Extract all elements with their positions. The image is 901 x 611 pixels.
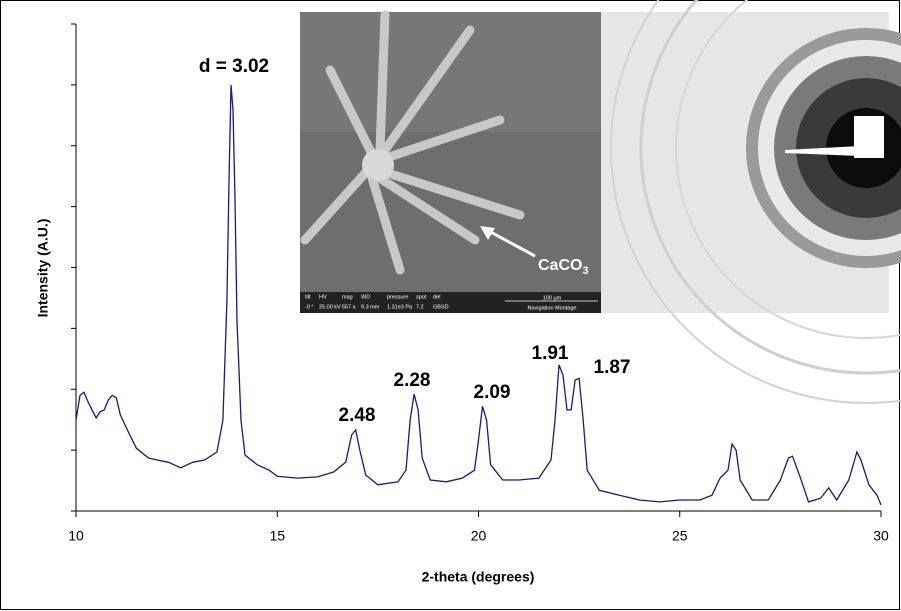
info-header: HV: [319, 294, 327, 300]
peak-label: 1.91: [532, 343, 569, 364]
plot-area: 10 15 20 25 30: [68, 23, 889, 544]
x-tick-label: 10: [68, 528, 84, 544]
info-header: det: [433, 294, 441, 300]
sem-inset: CaCO3 100 µm Navigation Montage tilt -0 °…: [300, 10, 601, 313]
peak-label: 1.87: [594, 357, 631, 378]
label-text: CaCO: [538, 257, 582, 274]
y-axis-title: Intensity (A.U.): [35, 219, 51, 318]
info-value: -0 °: [305, 304, 314, 310]
peak-label: 2.48: [339, 405, 376, 426]
label-subscript: 3: [582, 265, 588, 277]
info-value: 9.3 mm: [361, 304, 380, 310]
inset-label: CaCO3: [538, 257, 589, 277]
peak-label: 2.09: [474, 382, 511, 403]
info-header: mag: [342, 294, 353, 300]
x-axis-title: 2-theta (degrees): [422, 569, 535, 585]
info-header: tilt: [305, 294, 311, 300]
data-line: [75, 84, 882, 506]
diffraction-inset: [601, 0, 901, 404]
x-tick-label: 30: [873, 528, 889, 544]
x-tick-label: 15: [269, 528, 285, 544]
x-tick-label: 20: [471, 528, 487, 544]
info-value: 7.2: [416, 304, 424, 310]
peak-label: 2.28: [394, 370, 431, 391]
inset-footer: Navigation Montage: [528, 305, 577, 311]
info-value: 1.31e3 Pa: [387, 304, 413, 310]
peak-label: d = 3.02: [199, 56, 269, 77]
info-header: WD: [361, 294, 370, 300]
info-value: 557 x: [342, 304, 356, 310]
scale-bar-label: 100 µm: [543, 295, 562, 301]
info-value: 25.00 kV: [319, 304, 341, 310]
info-header: pressure: [387, 294, 408, 300]
info-value: GBSD: [433, 304, 449, 310]
x-tick-label: 25: [672, 528, 688, 544]
info-header: spot: [416, 294, 427, 300]
